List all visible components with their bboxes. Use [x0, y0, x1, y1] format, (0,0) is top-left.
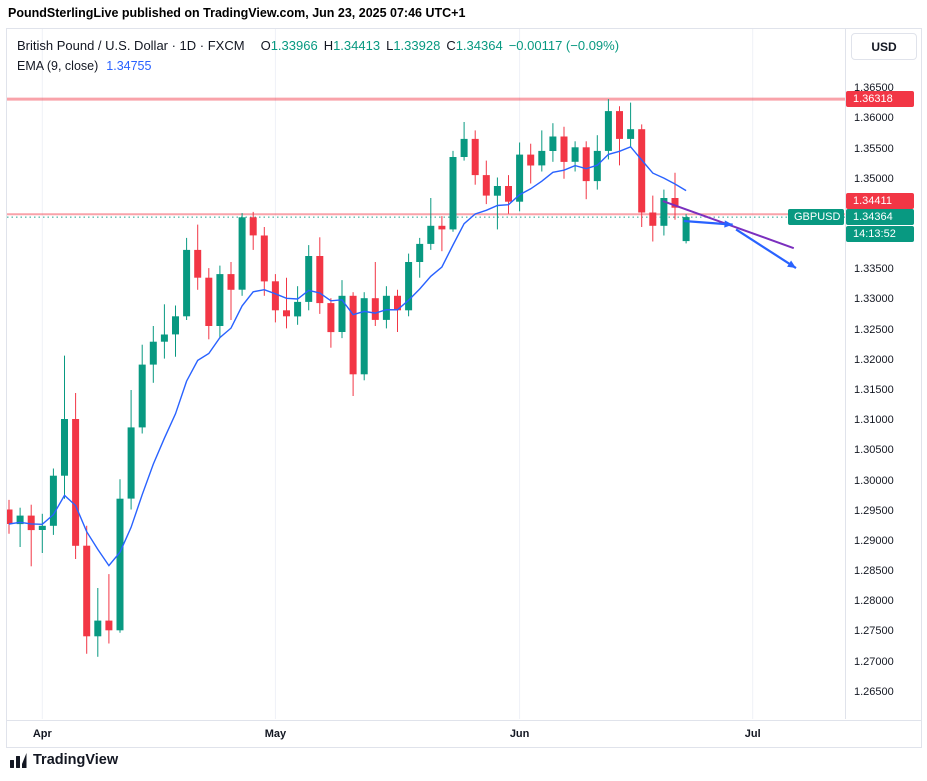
chart-card: British Pound / U.S. Dollar · 1D · FXCM O…: [6, 28, 922, 748]
ema-indicator-value: 1.34755: [106, 59, 152, 73]
bar-close-countdown-badge: 14:13:52: [846, 226, 914, 243]
open-value: 1.33966: [270, 38, 318, 53]
time-axis-month-label: Apr: [32, 728, 52, 740]
price-tick: 1.29000: [854, 534, 894, 547]
symbol-title[interactable]: British Pound / U.S. Dollar · 1D · FXCM: [17, 38, 245, 53]
price-tick: 1.36000: [854, 112, 894, 125]
tradingview-brand-text: TradingView: [33, 752, 119, 768]
tradingview-logo-icon: [10, 752, 27, 768]
price-tick: 1.27500: [854, 625, 894, 638]
month-gridlines: [41, 29, 754, 719]
time-axis-month-label: Jun: [509, 728, 530, 740]
close-label: C: [446, 38, 456, 53]
resistance-level-badge-mid: 1.34411: [846, 193, 914, 210]
change-value: −0.00117 (−0.09%): [508, 38, 620, 53]
candlestick-chart-plot[interactable]: [7, 29, 845, 719]
price-tick: 1.27000: [854, 655, 894, 668]
last-price-symbol-tag: GBPUSD: [788, 209, 844, 226]
price-tick: 1.28000: [854, 595, 894, 608]
last-price-badge: 1.34364: [846, 209, 914, 226]
close-value: 1.34364: [455, 38, 503, 53]
ema-line[interactable]: [8, 145, 687, 567]
low-label: L: [386, 38, 394, 53]
price-tick: 1.33000: [854, 293, 894, 306]
time-axis-month-label: May: [264, 728, 287, 740]
time-axis[interactable]: Apr May Jun Jul: [7, 720, 921, 747]
resistance-level-badge-top: 1.36318: [846, 91, 914, 108]
price-tick: 1.31000: [854, 414, 894, 427]
tradingview-attribution[interactable]: TradingView: [10, 752, 118, 768]
ema-indicator-label[interactable]: EMA (9, close): [17, 59, 99, 73]
price-tick: 1.35500: [854, 142, 894, 155]
high-value: 1.34413: [333, 38, 381, 53]
symbol-legend-row[interactable]: British Pound / U.S. Dollar · 1D · FXCM O…: [17, 36, 619, 56]
price-tick: 1.29500: [854, 504, 894, 517]
price-tick: 1.32000: [854, 353, 894, 366]
horizontal-price-lines[interactable]: [7, 97, 845, 218]
price-tick: 1.28500: [854, 565, 894, 578]
chart-legend: British Pound / U.S. Dollar · 1D · FXCM O…: [17, 36, 619, 76]
arrow-drawing-2[interactable]: [735, 228, 797, 269]
candlestick-series[interactable]: [7, 99, 690, 657]
price-tick: 1.35000: [854, 172, 894, 185]
price-tick: 1.32500: [854, 323, 894, 336]
time-axis-month-label: Jul: [744, 728, 761, 740]
open-label: O: [260, 38, 271, 53]
price-tick: 1.31500: [854, 383, 894, 396]
price-scale-axis[interactable]: USD 1.365001.360001.355001.350001.345001…: [845, 29, 921, 719]
currency-usd-button[interactable]: USD: [851, 33, 917, 60]
arrow-drawing-1[interactable]: [683, 219, 733, 228]
price-tick: 1.30000: [854, 474, 894, 487]
low-value: 1.33928: [393, 38, 441, 53]
ema-legend-row[interactable]: EMA (9, close) 1.34755: [17, 56, 619, 76]
price-tick: 1.33500: [854, 263, 894, 276]
price-tick: 1.26500: [854, 685, 894, 698]
price-tick: 1.30500: [854, 444, 894, 457]
publisher-caption: PoundSterlingLive published on TradingVi…: [8, 6, 466, 20]
high-label: H: [323, 38, 334, 53]
